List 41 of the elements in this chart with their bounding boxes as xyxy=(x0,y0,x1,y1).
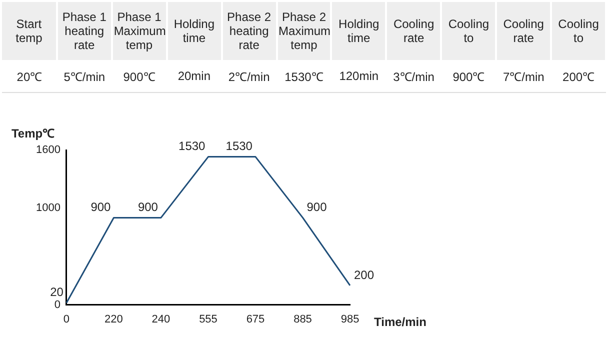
text: 5℃/min xyxy=(56,60,112,92)
text: Cooling rate xyxy=(496,2,552,60)
x-tick-label: 0 xyxy=(63,313,70,326)
text: Phase 2 Maximum temp xyxy=(276,2,332,60)
text: 3℃/min xyxy=(386,60,442,92)
x-tick-label: 985 xyxy=(340,313,360,326)
text: 7℃/min xyxy=(496,60,552,92)
text: Phase 1 heating rate xyxy=(56,2,112,60)
text: Holding time xyxy=(331,2,386,60)
y-axis-title: Temp℃ xyxy=(11,126,55,140)
text: Cooling to xyxy=(551,2,606,60)
text: 120min xyxy=(331,60,386,92)
data-label: 900 xyxy=(90,200,112,214)
x-tick-label: 885 xyxy=(294,313,312,326)
text: Cooling rate xyxy=(386,2,442,60)
y-tick-label: 1000 xyxy=(36,202,60,214)
data-label: 1530 xyxy=(226,139,253,154)
text: Cooling to xyxy=(441,2,496,60)
text: 20min xyxy=(166,60,222,92)
y-tick-label: 1600 xyxy=(36,144,60,156)
x-tick-label: 220 xyxy=(104,313,123,326)
text: 200℃ xyxy=(551,60,606,92)
x-axis-title: Time/min xyxy=(374,315,426,330)
text: Holding time xyxy=(166,2,222,60)
text: Start temp xyxy=(2,2,57,60)
data-label: 20 xyxy=(50,285,64,300)
data-label: 200 xyxy=(354,268,374,282)
text: 20℃ xyxy=(2,60,57,92)
x-tick-label: 675 xyxy=(246,313,265,326)
text: Phase 1 Maximum temp xyxy=(112,2,167,60)
x-tick-label: 240 xyxy=(152,313,170,326)
text: 2℃/min xyxy=(222,60,277,92)
data-label: 1530 xyxy=(178,139,206,154)
text: 900℃ xyxy=(441,60,496,92)
data-label: 900 xyxy=(138,200,158,214)
text: Phase 2 heating rate xyxy=(222,2,277,60)
y-tick-label: 0 xyxy=(54,298,60,311)
text: 1530℃ xyxy=(276,60,332,92)
text: 900℃ xyxy=(112,60,167,92)
x-tick-label: 555 xyxy=(199,313,218,326)
data-label: 900 xyxy=(306,200,328,214)
